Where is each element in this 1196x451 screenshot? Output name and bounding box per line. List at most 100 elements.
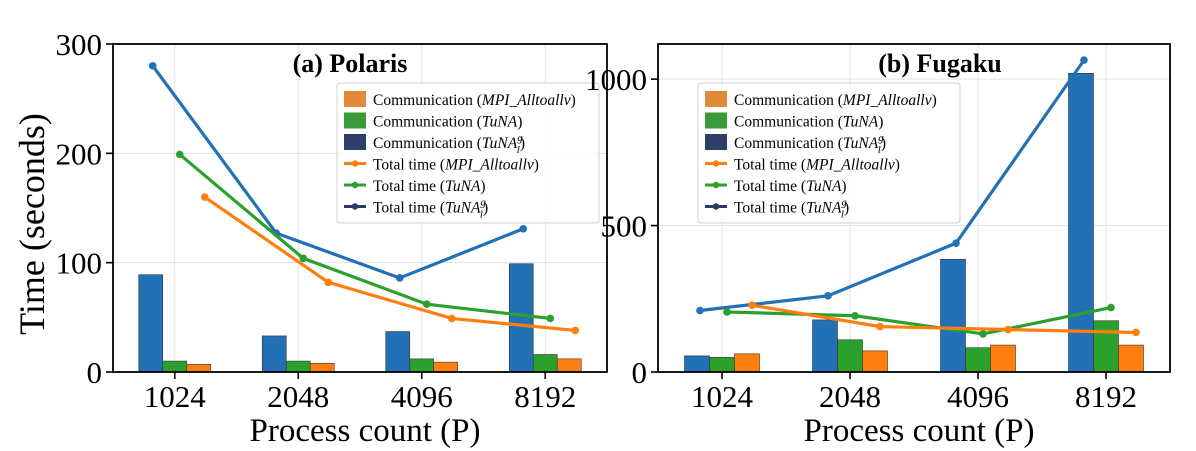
y-tick-label: 100 [56,246,103,281]
series-point [1080,56,1088,64]
x-tick-label: 2048 [267,379,329,414]
bar [309,362,335,373]
bar [1093,320,1119,373]
series-line [178,153,551,321]
bar [261,335,287,373]
y-tick-label: 1000 [585,62,647,97]
legend-swatch [705,91,727,107]
legend-swatch [344,134,366,150]
bar [965,347,991,373]
series-point [519,224,528,233]
legend-swatch [344,112,366,129]
legend-marker [712,160,720,167]
legend-label: Communication (TuNAg l) [373,132,525,156]
bar [940,258,966,373]
series-point [876,322,884,331]
series-point [1132,328,1140,337]
series-point [395,274,404,282]
legend-label: Total time (TuNA) [734,178,847,195]
x-tick-label: 8192 [514,379,576,414]
plot-frame [657,43,1171,373]
legend-marker [351,203,359,210]
bar [508,263,534,373]
y-tick-label: 300 [56,27,103,62]
bar [862,350,888,373]
legend-marker [351,160,359,167]
bar [734,353,760,373]
bar [532,354,558,373]
y-tick-label: 200 [56,136,103,171]
legend-label: Total time (TuNA) [373,178,486,195]
series-line [751,303,1137,335]
bar [1068,72,1094,373]
y-tick-label: 0 [87,355,103,390]
series-point [696,306,704,315]
series-point [200,193,209,201]
legend-marker [712,203,720,210]
legend-box [336,82,600,224]
series-point [952,239,960,247]
x-tick-label: 1024 [691,379,754,414]
series-point [979,330,987,338]
series-line [699,59,1086,313]
legend-marker [712,181,720,189]
series-point [851,311,859,320]
series-point [299,254,308,263]
panel-title: (a) Polaris [293,49,408,78]
legend-swatch [705,112,727,129]
y-tick-label: 0 [632,355,648,390]
legend-label: Communication (TuNAg l) [734,132,886,156]
plot-frame [112,43,608,373]
x-tick-label: 2048 [819,379,881,414]
x-tick-label: 8192 [1075,379,1137,414]
legend: Communication (MPI_Alltoallv) Communicati… [697,82,961,224]
bar [684,355,710,373]
series-point [447,314,456,323]
bar [162,360,188,373]
series-point [723,308,731,316]
series-point [1107,303,1115,312]
x-axis-label: Process count (P) [250,413,481,449]
x-tick-label: 4096 [947,379,1009,414]
series-point [1004,325,1012,334]
bar [556,358,582,373]
bar [138,274,164,373]
panel-polaris: 0 100 200 300 1024 2048 4096 8192 Process count … [56,27,608,449]
series-point [324,278,333,287]
series-point [748,301,756,310]
legend-label: Communication (MPI_Alltoallv) [373,92,576,109]
legend-label: Communication (TuNA) [734,114,883,131]
legend: Communication (MPI_Alltoallv) Communicati… [336,82,600,224]
series-point [422,300,431,309]
bar [409,358,435,373]
bar [990,344,1016,373]
bar [837,339,863,373]
y-axis-label: Time (seconds) [12,113,52,335]
panel-title: (b) Fugaku [878,49,1002,78]
legend-label: Total time (MPI_Alltoallv) [373,157,539,174]
bar [285,360,311,373]
series-point [546,314,555,323]
bar [186,364,212,373]
x-tick-label: 1024 [144,379,207,414]
legend-label: Total time (TuNAg l) [734,197,849,221]
series-line [151,64,524,280]
legend-box [697,82,961,224]
legend-label: Communication (MPI_Alltoallv) [734,92,937,109]
series-point [175,150,184,159]
series-point [148,62,157,70]
series-point [824,292,832,300]
y-tick-label: 500 [601,209,648,244]
bar [1118,344,1144,373]
panel-fugaku: 0 500 1000 1024 2048 4096 8192 Process count (P… [585,43,1171,449]
legend-marker [351,181,359,189]
legend-swatch [705,134,727,150]
series-point [571,326,580,335]
x-tick-label: 4096 [391,379,453,414]
bar [709,357,735,373]
series-line [203,195,576,333]
bar [385,331,411,373]
legend-label: Total time (TuNAg l) [373,197,488,221]
x-axis-label: Process count (P) [804,413,1035,449]
